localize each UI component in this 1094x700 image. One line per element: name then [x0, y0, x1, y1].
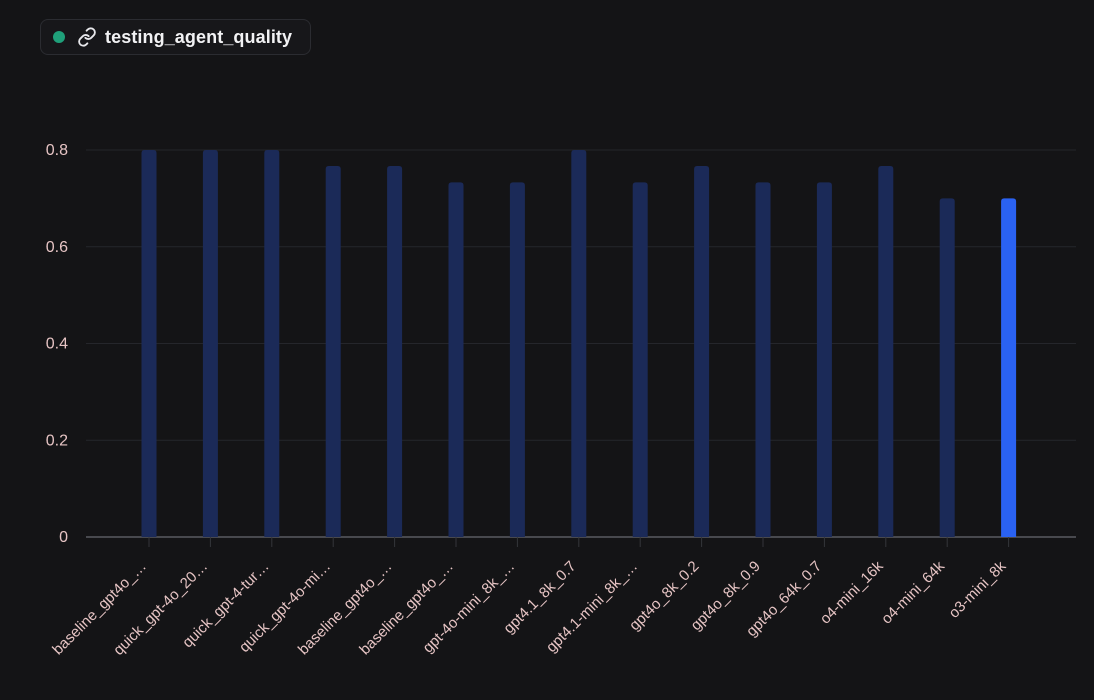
bar [509, 182, 525, 537]
bar [755, 182, 771, 537]
legend-item[interactable]: testing_agent_quality [40, 19, 312, 55]
bar [939, 198, 955, 537]
y-tick-label: 0.2 [46, 432, 68, 449]
bar [878, 165, 894, 537]
bar [325, 165, 341, 537]
y-tick-label: 0.6 [46, 239, 68, 256]
bar [264, 150, 280, 537]
bar [387, 165, 403, 537]
legend-color-dot [53, 31, 65, 43]
x-tick-label: o3-mini_8k [946, 557, 1010, 621]
bar [694, 165, 710, 537]
bar [571, 150, 587, 537]
bar [448, 182, 464, 537]
bar [816, 182, 832, 537]
link-icon [77, 27, 97, 47]
legend-label: testing_agent_quality [105, 26, 293, 47]
bar [202, 150, 218, 537]
bar [141, 150, 157, 537]
bar [632, 182, 648, 537]
y-tick-label: 0 [59, 529, 68, 546]
y-tick-label: 0.4 [46, 336, 68, 353]
bar [1001, 198, 1017, 537]
x-tick-label: o4-mini_64k [878, 557, 948, 627]
y-tick-label: 0.8 [46, 142, 68, 159]
x-tick-label: o4-mini_16k [817, 557, 887, 627]
